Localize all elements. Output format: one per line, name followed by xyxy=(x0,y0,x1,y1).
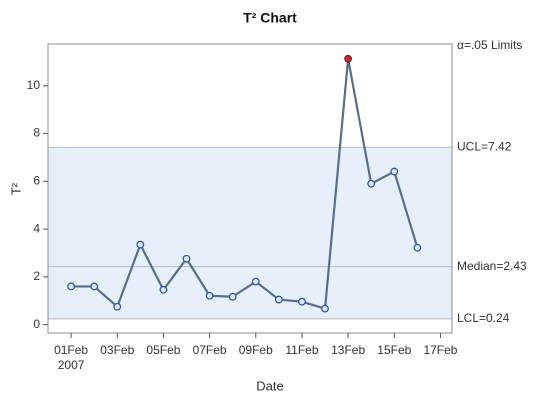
x-tick-label: 03Feb xyxy=(100,343,134,357)
data-point xyxy=(413,243,422,252)
limit-label: Median=2.43 xyxy=(457,259,527,273)
data-point xyxy=(159,285,168,294)
limit-label: LCL=0.24 xyxy=(457,311,510,325)
x-tick-label: 01Feb xyxy=(54,343,88,357)
y-tick-label: 8 xyxy=(33,126,40,140)
data-point xyxy=(321,304,329,313)
limits-title: α=.05 Limits xyxy=(457,38,522,52)
data-point xyxy=(251,277,260,286)
data-point xyxy=(298,297,306,306)
y-axis-label: T² xyxy=(8,182,23,195)
y-tick-label: 4 xyxy=(33,221,40,235)
data-point xyxy=(390,167,399,176)
data-point xyxy=(205,291,214,300)
data-point xyxy=(274,295,283,304)
chart-title: T² Chart xyxy=(243,10,297,26)
x-tick-label: 15Feb xyxy=(377,343,411,357)
x-tick-label: 17Feb xyxy=(423,343,457,357)
y-tick-label: 10 xyxy=(27,78,41,92)
data-point xyxy=(90,282,99,291)
data-point xyxy=(182,254,191,263)
x-axis-label: Date xyxy=(256,378,283,393)
limit-label: UCL=7.42 xyxy=(457,140,512,154)
data-point xyxy=(228,292,237,301)
x-tick-label: 07Feb xyxy=(193,343,227,357)
x-tick-label: 13Feb xyxy=(331,343,365,357)
data-point xyxy=(67,282,75,291)
y-tick-label: 6 xyxy=(33,174,40,188)
y-tick-label: 2 xyxy=(33,269,40,283)
x-year-label: 2007 xyxy=(58,358,85,372)
data-point xyxy=(113,302,122,311)
x-tick-label: 09Feb xyxy=(239,343,273,357)
y-tick-label: 0 xyxy=(33,317,40,331)
x-tick-label: 11Feb xyxy=(285,343,318,357)
data-point xyxy=(367,179,376,188)
data-point xyxy=(136,240,145,249)
series-line xyxy=(71,58,419,311)
data-point xyxy=(344,54,353,63)
plot-frame xyxy=(47,43,453,334)
x-tick-label: 05Feb xyxy=(146,343,180,357)
